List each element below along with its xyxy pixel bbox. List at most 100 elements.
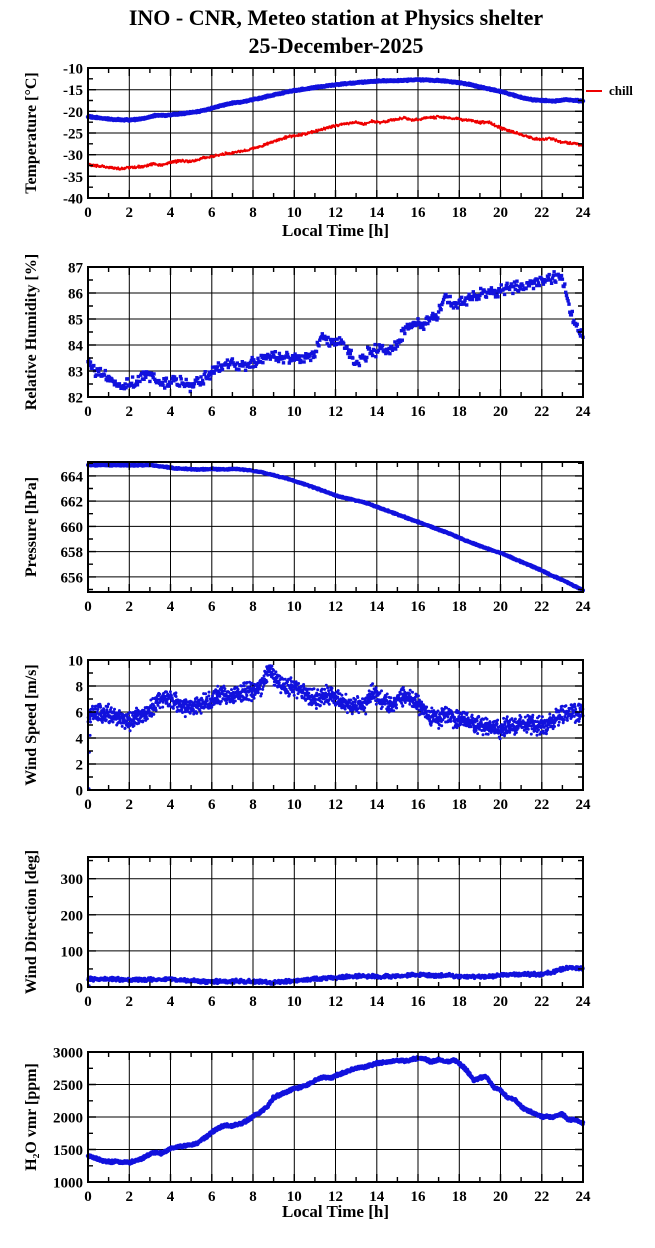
- svg-text:22: 22: [534, 404, 549, 420]
- svg-text:24: 24: [576, 1189, 592, 1205]
- svg-text:2500: 2500: [53, 1078, 83, 1094]
- svg-text:20: 20: [493, 1189, 508, 1205]
- svg-text:1000: 1000: [53, 1176, 83, 1192]
- svg-text:16: 16: [411, 599, 427, 615]
- svg-text:10: 10: [287, 205, 302, 221]
- svg-text:16: 16: [411, 404, 427, 420]
- figure-date: 25-December-2025: [248, 33, 424, 58]
- svg-text:16: 16: [411, 205, 427, 221]
- svg-text:22: 22: [534, 599, 549, 615]
- svg-text:18: 18: [452, 404, 467, 420]
- svg-text:18: 18: [452, 994, 467, 1010]
- xlabel-local-time-top: Local Time [h]: [281, 221, 390, 240]
- svg-text:16: 16: [411, 994, 427, 1010]
- svg-text:6: 6: [208, 797, 216, 813]
- svg-text:0: 0: [76, 784, 84, 800]
- svg-text:4: 4: [167, 1189, 175, 1205]
- svg-text:660: 660: [61, 520, 84, 536]
- svg-text:14: 14: [369, 797, 385, 813]
- svg-text:24: 24: [576, 994, 592, 1010]
- svg-text:22: 22: [534, 994, 549, 1010]
- svg-text:8: 8: [76, 680, 84, 696]
- svg-text:2: 2: [126, 797, 134, 813]
- svg-text:12: 12: [328, 1189, 343, 1205]
- svg-text:12: 12: [328, 797, 343, 813]
- svg-text:6: 6: [208, 1189, 216, 1205]
- xlabel-local-time-bottom: Local Time [h]: [281, 1202, 390, 1221]
- svg-text:-30: -30: [63, 148, 83, 164]
- svg-text:20: 20: [493, 797, 508, 813]
- svg-text:4: 4: [167, 599, 175, 615]
- svg-text:16: 16: [411, 797, 427, 813]
- svg-text:24: 24: [576, 205, 592, 221]
- svg-text:10: 10: [287, 599, 302, 615]
- svg-text:12: 12: [328, 404, 343, 420]
- svg-text:84: 84: [68, 339, 84, 355]
- svg-text:0: 0: [84, 1189, 92, 1205]
- figure-title: INO - CNR, Meteo station at Physics shel…: [128, 5, 544, 30]
- svg-text:87: 87: [68, 261, 84, 277]
- svg-text:12: 12: [328, 599, 343, 615]
- svg-text:4: 4: [167, 404, 175, 420]
- svg-text:14: 14: [369, 205, 385, 221]
- svg-text:24: 24: [576, 599, 592, 615]
- svg-text:-10: -10: [63, 62, 83, 78]
- svg-text:14: 14: [369, 404, 385, 420]
- svg-text:10: 10: [287, 1189, 302, 1205]
- svg-text:6: 6: [208, 599, 216, 615]
- svg-text:300: 300: [61, 872, 84, 888]
- svg-text:6: 6: [208, 994, 216, 1010]
- svg-text:20: 20: [493, 404, 508, 420]
- svg-text:22: 22: [534, 1189, 549, 1205]
- svg-text:0: 0: [84, 599, 92, 615]
- svg-text:2: 2: [126, 205, 134, 221]
- svg-text:0: 0: [84, 404, 92, 420]
- svg-text:10: 10: [287, 994, 302, 1010]
- svg-text:10: 10: [68, 654, 83, 670]
- svg-text:2000: 2000: [53, 1111, 83, 1127]
- svg-text:8: 8: [249, 994, 257, 1010]
- svg-text:18: 18: [452, 1189, 467, 1205]
- svg-text:0: 0: [76, 981, 84, 997]
- svg-text:14: 14: [369, 599, 385, 615]
- svg-text:24: 24: [576, 404, 592, 420]
- svg-text:82: 82: [68, 391, 83, 407]
- svg-text:85: 85: [68, 313, 83, 329]
- svg-text:22: 22: [534, 205, 549, 221]
- svg-text:2: 2: [126, 1189, 134, 1205]
- svg-text:12: 12: [328, 994, 343, 1010]
- svg-text:8: 8: [249, 797, 257, 813]
- svg-text:4: 4: [167, 994, 175, 1010]
- svg-text:200: 200: [61, 908, 84, 924]
- svg-text:662: 662: [61, 495, 84, 511]
- svg-text:83: 83: [68, 365, 83, 381]
- svg-text:20: 20: [493, 994, 508, 1010]
- svg-text:18: 18: [452, 205, 467, 221]
- svg-text:16: 16: [411, 1189, 427, 1205]
- svg-text:1500: 1500: [53, 1143, 83, 1159]
- svg-text:24: 24: [576, 797, 592, 813]
- svg-text:10: 10: [287, 797, 302, 813]
- svg-text:2: 2: [76, 758, 84, 774]
- svg-text:86: 86: [68, 287, 84, 303]
- svg-text:-20: -20: [63, 105, 83, 121]
- svg-text:12: 12: [328, 205, 343, 221]
- svg-text:18: 18: [452, 599, 467, 615]
- svg-text:8: 8: [249, 1189, 257, 1205]
- svg-text:10: 10: [287, 404, 302, 420]
- svg-text:8: 8: [249, 404, 257, 420]
- svg-text:22: 22: [534, 797, 549, 813]
- svg-text:6: 6: [208, 205, 216, 221]
- svg-text:14: 14: [369, 1189, 385, 1205]
- svg-text:-40: -40: [63, 192, 83, 208]
- svg-text:8: 8: [249, 599, 257, 615]
- svg-text:100: 100: [61, 944, 84, 960]
- svg-text:664: 664: [61, 469, 84, 485]
- svg-text:658: 658: [61, 545, 84, 561]
- svg-text:18: 18: [452, 797, 467, 813]
- legend-line-sample: [586, 90, 602, 92]
- svg-text:2: 2: [126, 599, 134, 615]
- svg-text:8: 8: [249, 205, 257, 221]
- legend-label: chill: [609, 83, 633, 98]
